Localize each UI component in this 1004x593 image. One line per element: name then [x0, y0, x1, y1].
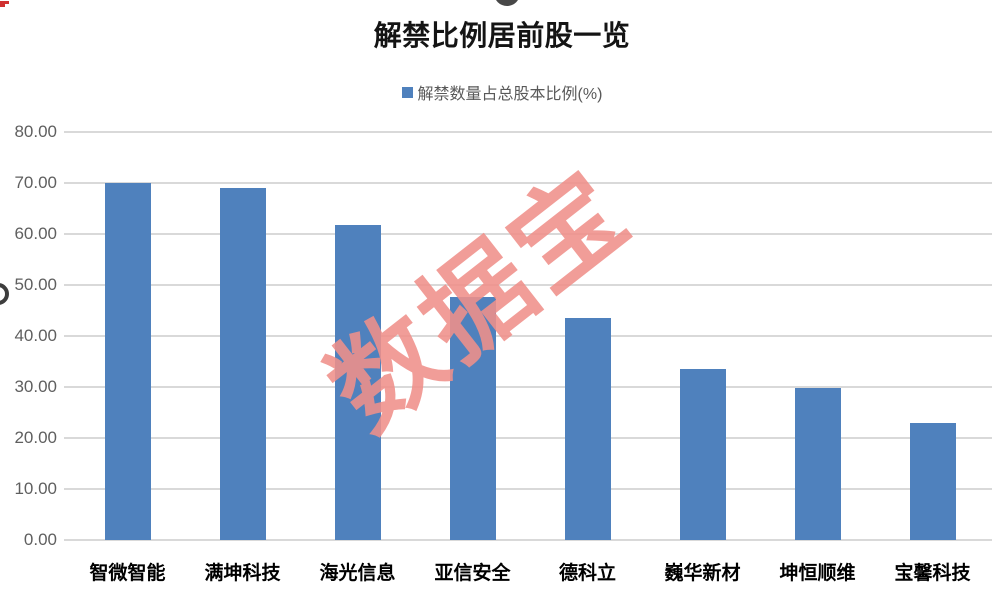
y-tick-label: 70.00	[14, 173, 57, 192]
y-tick-label: 60.00	[14, 224, 57, 243]
y-tick-label: 20.00	[14, 428, 57, 447]
gridline	[64, 437, 992, 439]
gridline	[64, 386, 992, 388]
y-tick-label: 80.00	[14, 122, 57, 141]
legend-marker-square	[401, 86, 413, 98]
bar	[794, 388, 841, 540]
y-tick-label: 50.00	[14, 275, 57, 294]
x-category-label: 海光信息	[319, 563, 396, 584]
legend-label: 解禁数量占总股本比例(%)	[417, 86, 603, 103]
clipped-logo-dot	[494, 0, 520, 6]
x-category-label: 宝馨科技	[894, 563, 971, 584]
legend: 解禁数量占总股本比例(%)	[0, 81, 1004, 103]
bar	[679, 369, 726, 540]
bar	[219, 188, 266, 540]
chart-title: 解禁比例居前股一览	[373, 20, 631, 51]
gridline	[64, 131, 992, 133]
bar	[909, 422, 956, 540]
x-category-label: 巍华新材	[664, 563, 741, 584]
clipped-red-text-fragment	[0, 1, 9, 4]
x-category-label: 亚信安全	[434, 563, 511, 584]
y-tick-label: 0.00	[23, 530, 57, 549]
y-tick-label: 10.00	[14, 479, 57, 498]
gridline	[64, 233, 992, 235]
gridline	[64, 284, 992, 286]
bar	[564, 318, 611, 540]
bar	[334, 224, 381, 540]
x-category-label: 坤恒顺维	[779, 563, 856, 584]
x-category-label: 满坤科技	[204, 563, 281, 584]
bar	[449, 297, 496, 540]
gridline	[64, 335, 992, 337]
gridline	[64, 182, 992, 184]
x-category-label: 智微智能	[89, 563, 166, 584]
y-tick-label: 30.00	[14, 377, 57, 396]
y-tick-label: 40.00	[14, 326, 57, 345]
x-category-label: 德科立	[558, 563, 616, 584]
gridline	[64, 539, 992, 541]
gridline	[64, 488, 992, 490]
bar	[104, 183, 151, 540]
clipped-red-text-fragment	[0, 4, 5, 7]
